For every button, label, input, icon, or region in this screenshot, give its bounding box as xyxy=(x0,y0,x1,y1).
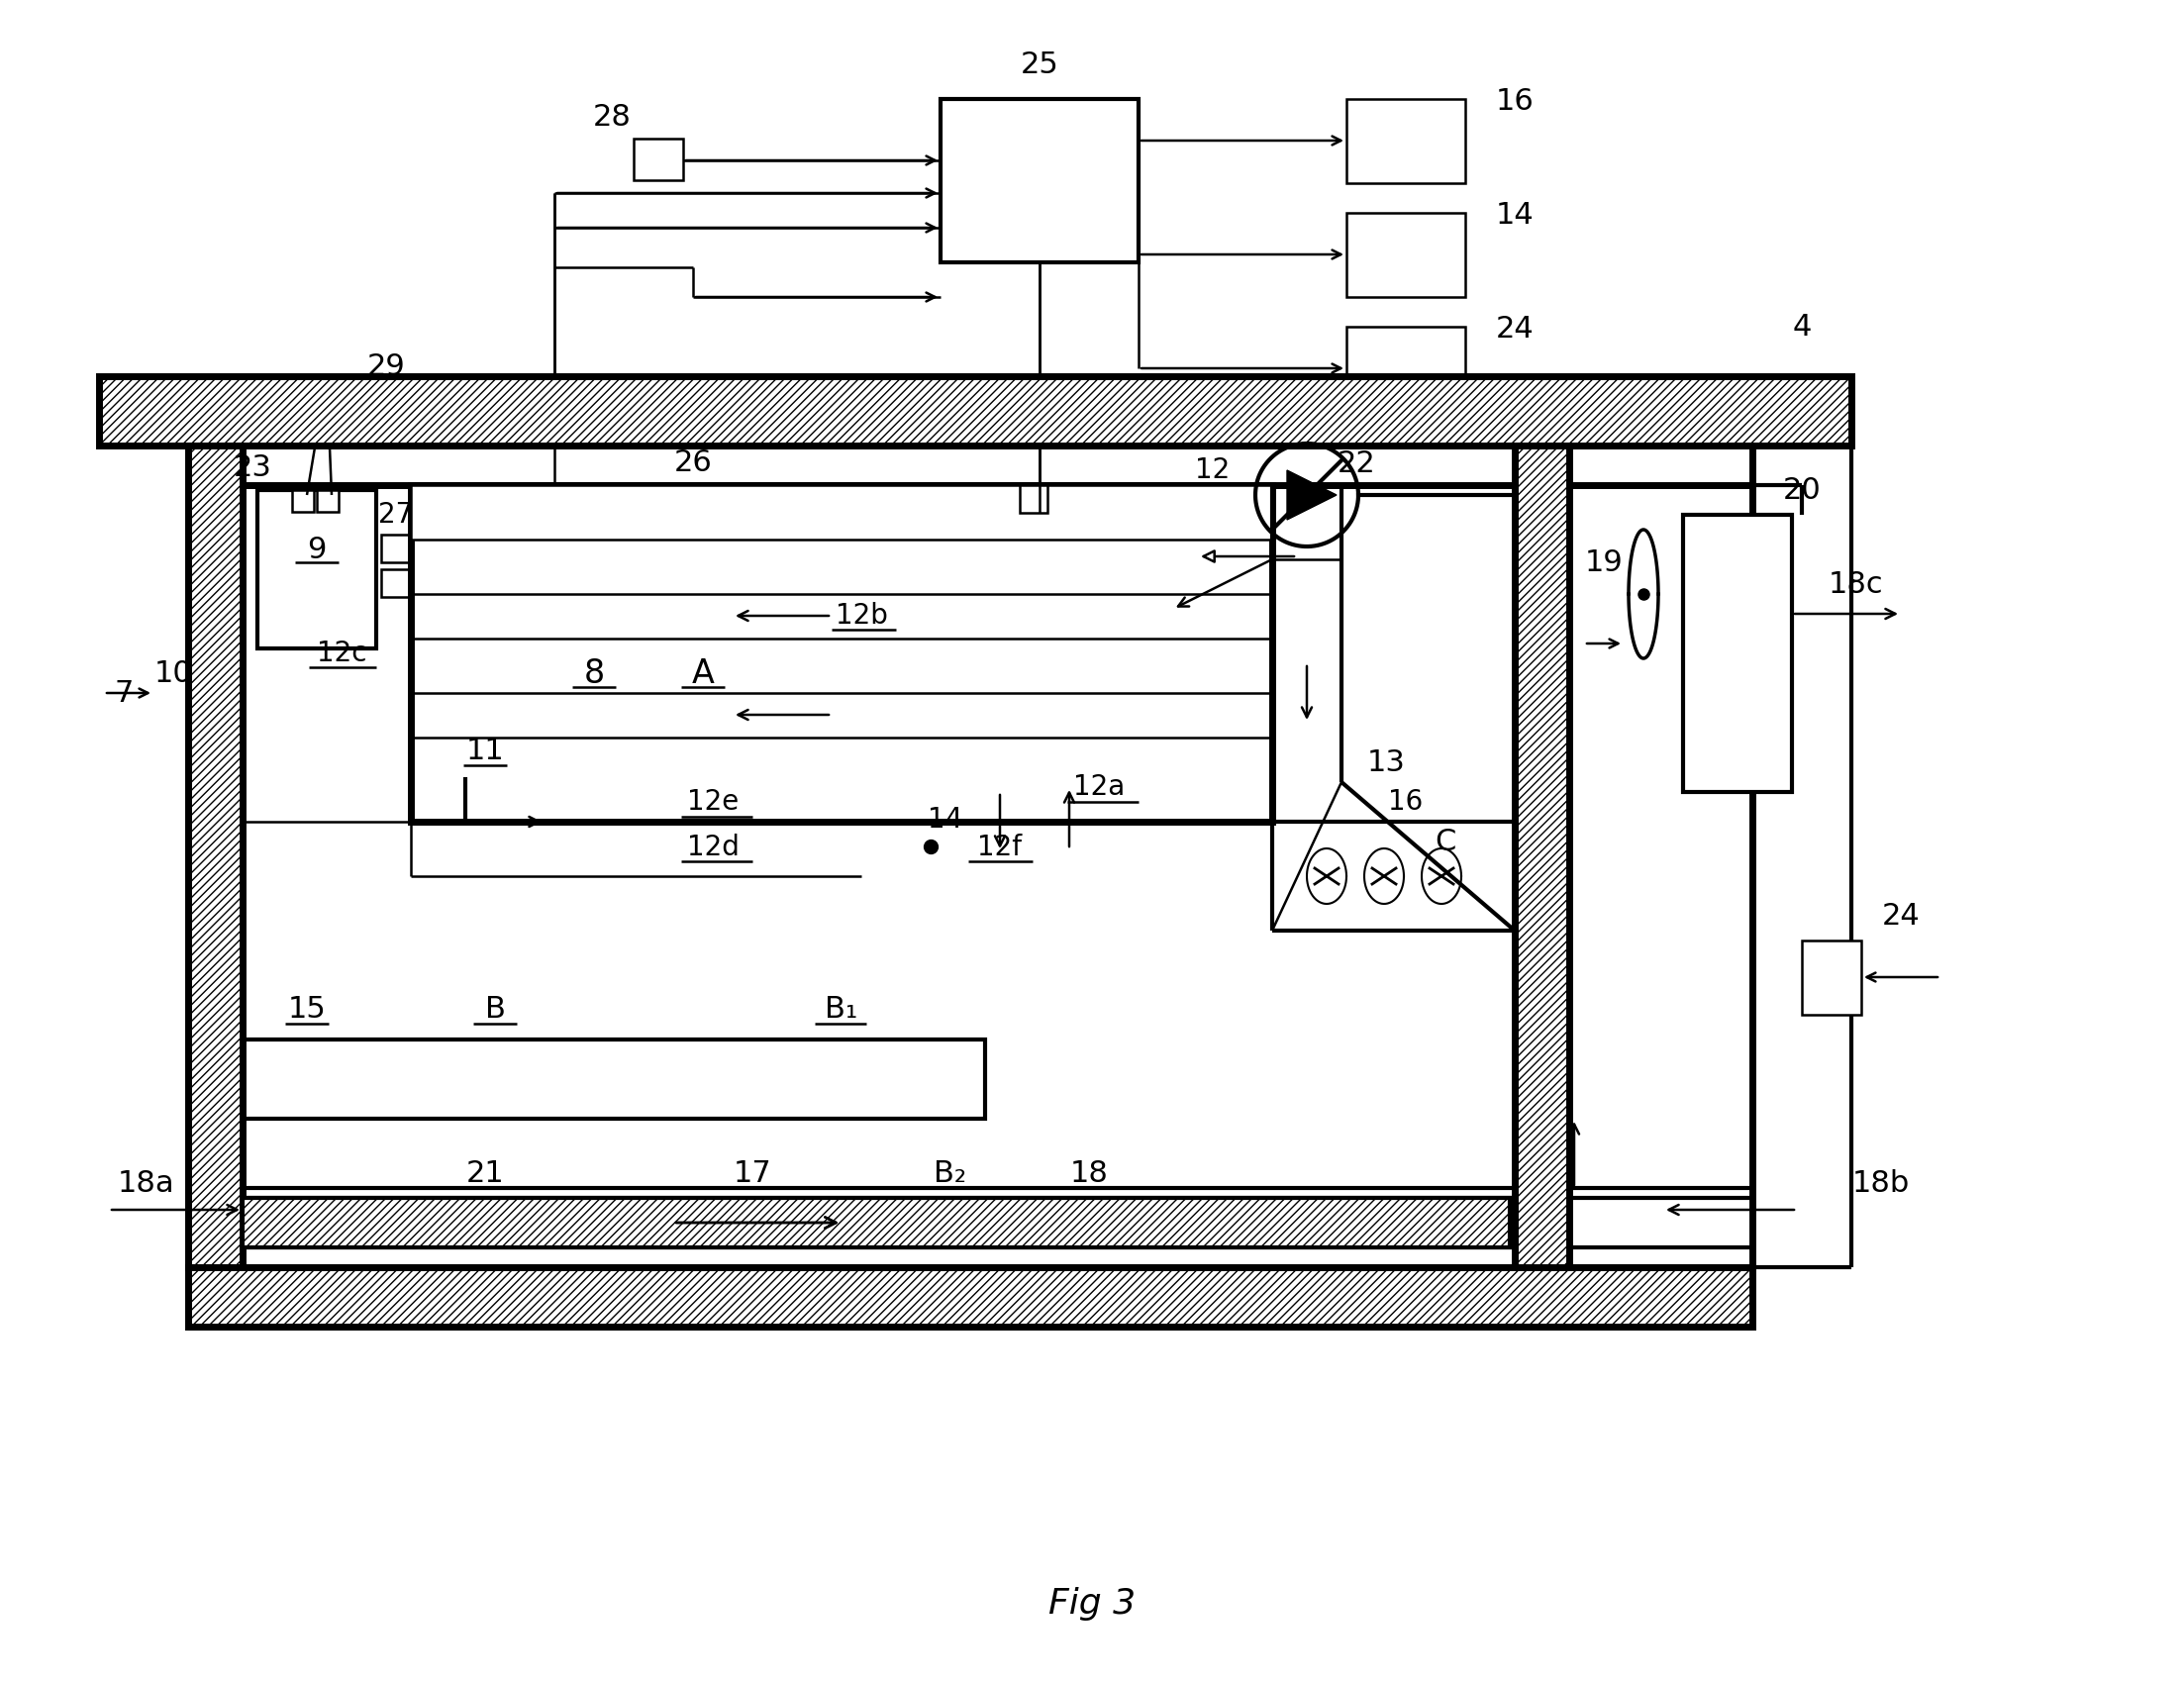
Text: 16: 16 xyxy=(1389,788,1424,816)
Text: 13: 13 xyxy=(1367,747,1404,776)
Bar xyxy=(317,490,339,512)
Polygon shape xyxy=(1286,470,1337,520)
Bar xyxy=(242,1040,985,1119)
Text: 23: 23 xyxy=(234,453,271,481)
Text: 11: 11 xyxy=(465,735,505,764)
Text: 17: 17 xyxy=(734,1160,771,1188)
Text: 25: 25 xyxy=(1020,50,1059,79)
Text: 12e: 12e xyxy=(688,788,738,816)
Bar xyxy=(411,485,1273,821)
Bar xyxy=(1020,485,1048,513)
Text: 12b: 12b xyxy=(834,603,887,629)
Text: 12f: 12f xyxy=(978,833,1022,862)
Text: B₁: B₁ xyxy=(826,995,858,1025)
Bar xyxy=(1802,941,1861,1015)
Text: 12d: 12d xyxy=(686,833,738,862)
Text: 18c: 18c xyxy=(1828,571,1885,599)
Bar xyxy=(633,138,684,180)
Text: 10: 10 xyxy=(155,658,192,688)
Text: 12a: 12a xyxy=(1072,772,1125,801)
Bar xyxy=(293,490,314,512)
Text: 24: 24 xyxy=(1496,315,1533,343)
Bar xyxy=(188,446,242,1267)
Bar xyxy=(1348,99,1465,183)
Text: 18a: 18a xyxy=(118,1168,175,1197)
Text: 8: 8 xyxy=(583,656,605,690)
Text: 9: 9 xyxy=(308,535,325,564)
Text: 14: 14 xyxy=(928,806,963,833)
Text: C: C xyxy=(1435,826,1457,857)
Text: 18b: 18b xyxy=(1852,1168,1909,1197)
Text: 22: 22 xyxy=(1337,449,1376,478)
Text: 14: 14 xyxy=(1496,200,1533,229)
Bar xyxy=(258,490,376,648)
Bar xyxy=(242,1198,1509,1247)
Bar xyxy=(382,535,411,562)
Text: B₂: B₂ xyxy=(935,1160,968,1188)
Text: A: A xyxy=(692,656,714,690)
Text: 16: 16 xyxy=(1496,86,1533,116)
Text: 28: 28 xyxy=(592,103,631,131)
Text: 12: 12 xyxy=(1195,456,1230,485)
Text: 20: 20 xyxy=(1782,476,1821,505)
Text: 27: 27 xyxy=(378,502,413,528)
Bar xyxy=(98,377,1852,446)
Bar xyxy=(1684,515,1791,793)
Bar xyxy=(411,485,1273,540)
Text: 29: 29 xyxy=(367,352,406,380)
Text: 4: 4 xyxy=(1793,313,1811,342)
Bar xyxy=(1516,446,1568,1267)
Text: 15: 15 xyxy=(288,995,325,1025)
Text: 24: 24 xyxy=(1883,902,1920,931)
Text: 26: 26 xyxy=(675,448,712,476)
Text: B: B xyxy=(485,995,505,1025)
Text: 12c: 12c xyxy=(317,640,367,666)
Text: 18: 18 xyxy=(1070,1160,1107,1188)
Text: Fig 3: Fig 3 xyxy=(1048,1587,1136,1621)
Bar xyxy=(1348,212,1465,296)
Text: 21: 21 xyxy=(465,1160,505,1188)
Text: 7: 7 xyxy=(114,678,133,707)
Bar xyxy=(941,99,1138,263)
Bar xyxy=(188,1267,1752,1326)
Text: 19: 19 xyxy=(1586,549,1623,577)
Bar xyxy=(1348,327,1465,411)
Bar xyxy=(382,569,411,597)
